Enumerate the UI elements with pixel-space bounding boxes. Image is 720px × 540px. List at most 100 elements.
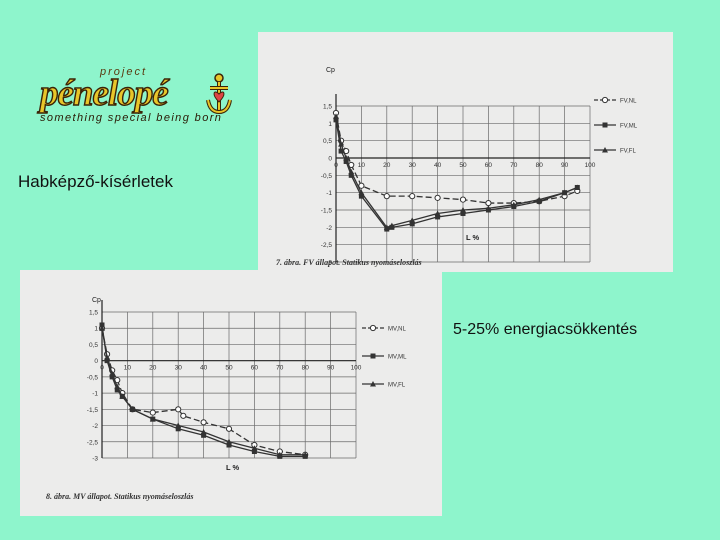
x-tick-label: 70 [510, 162, 518, 169]
data-point [175, 422, 182, 429]
data-point [388, 222, 395, 229]
data-point [435, 214, 441, 220]
data-point [485, 199, 492, 207]
chart-grid [335, 105, 591, 263]
data-point [485, 205, 492, 211]
chart-mv: 1,510,50-0,5-1-1,5-2-2,5-30 10 20 30 40 50 60 7… [87, 297, 407, 472]
x-axis-label: L % [466, 233, 480, 242]
x-tick-label: 20 [149, 365, 157, 372]
x-tick-label: 90 [327, 365, 335, 372]
y-tick-label: -2,5 [87, 439, 99, 446]
data-point [409, 217, 416, 223]
legend-label: FV,ML [620, 124, 638, 130]
data-point [409, 221, 415, 227]
data-point [383, 224, 390, 230]
data-point [99, 325, 105, 331]
x-tick-label: 60 [485, 162, 493, 169]
data-point [348, 168, 355, 175]
data-point [251, 449, 257, 455]
x-axis-label: L % [226, 463, 240, 472]
data-point [343, 155, 350, 161]
logo-brand-text: pénelopé [39, 72, 169, 114]
data-point [348, 172, 354, 178]
data-point [99, 322, 105, 328]
x-tick-label: 30 [175, 365, 183, 372]
x-tick-label: 40 [434, 162, 442, 169]
x-tick-label: 100 [585, 162, 596, 169]
y-tick-label: -2,5 [321, 242, 333, 249]
x-tick-label: 20 [383, 162, 391, 169]
data-point [119, 393, 126, 399]
legend-marker [369, 324, 377, 332]
data-point [358, 193, 364, 199]
data-point [561, 189, 568, 196]
data-point [109, 374, 115, 380]
project-logo: project pénelopé something special being… [36, 62, 236, 128]
logo-project-text: project [100, 66, 148, 78]
x-tick-label: 0 [334, 162, 338, 169]
legend-marker [370, 381, 376, 387]
data-point [510, 201, 517, 208]
x-tick-label: 0 [100, 365, 104, 372]
data-point [175, 406, 182, 413]
anchor-emblem-icon [206, 73, 232, 115]
chart-panel-mv: 1,5 1 0,5 0 -0,5 -1 -1,5 -2 -2,5 -3 0 10 20 30 40 50 60 7… [20, 270, 442, 516]
x-tick-label: 90 [561, 162, 569, 169]
data-point [338, 148, 344, 154]
y-tick-label: -0,5 [87, 374, 99, 381]
data-point [536, 196, 543, 203]
chart-grid [101, 311, 357, 459]
data-point [180, 412, 187, 419]
y-tick-label: -1 [92, 391, 98, 398]
data-point [460, 207, 466, 213]
data-point [333, 113, 339, 119]
data-point [358, 182, 365, 189]
data-point [409, 193, 416, 200]
data-point [383, 193, 390, 200]
legend-marker [602, 122, 608, 128]
data-point [226, 442, 232, 448]
data-point [302, 451, 309, 458]
data-point [129, 406, 136, 412]
y-axis-label: Cp [326, 67, 335, 74]
data-point [200, 429, 207, 435]
x-tick-label: 30 [409, 162, 417, 169]
y-tick-label: 0 [94, 358, 98, 365]
y-tick-label: 1,5 [89, 310, 98, 317]
data-point [276, 451, 283, 458]
y-tick-label: -2 [92, 423, 98, 430]
legend-label: MV,NL [388, 327, 406, 333]
legend-label: FV,NL [620, 99, 637, 105]
data-point [358, 189, 365, 196]
legend-marker [602, 147, 608, 153]
data-point [114, 387, 120, 393]
x-tick-label: 50 [225, 365, 233, 372]
legend-marker [601, 96, 609, 104]
data-point [225, 425, 233, 432]
y-tick-label: 0,5 [89, 342, 98, 349]
x-tick-label: 10 [358, 162, 366, 169]
chart-fv: 1,510,50-0,5-1-1,5-2-2,5-30 10 20 30 40 50 60 7… [321, 67, 638, 267]
y-tick-label: -3 [92, 456, 98, 463]
data-point [114, 383, 121, 390]
data-point [104, 358, 110, 364]
y-tick-label: -1 [326, 190, 332, 197]
legend-marker [370, 353, 376, 359]
data-point [434, 210, 441, 216]
series-line [335, 119, 578, 230]
x-tick-label: 70 [276, 365, 284, 372]
y-axis-label: Cp [92, 297, 101, 304]
y-tick-label: -0,5 [321, 173, 333, 180]
y-tick-label: 1 [94, 326, 98, 333]
data-point [109, 370, 116, 377]
data-point [175, 426, 181, 432]
x-tick-label: 40 [200, 365, 208, 372]
y-tick-label: 0,5 [323, 138, 332, 145]
legend-label: MV,ML [388, 355, 407, 361]
x-tick-label: 100 [351, 365, 362, 372]
data-point [226, 438, 232, 445]
data-point [201, 432, 207, 438]
data-point [434, 194, 441, 201]
x-tick-label: 80 [302, 365, 310, 372]
data-point [459, 196, 467, 203]
